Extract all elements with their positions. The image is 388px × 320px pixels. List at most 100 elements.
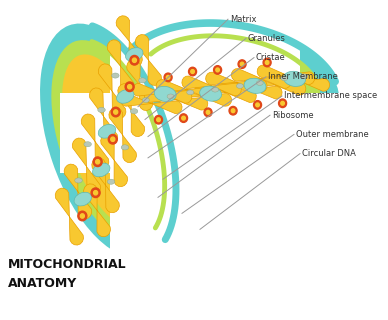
Ellipse shape — [98, 107, 105, 112]
Circle shape — [91, 188, 100, 197]
Polygon shape — [206, 72, 267, 92]
Polygon shape — [231, 68, 291, 88]
Polygon shape — [135, 35, 161, 85]
Ellipse shape — [116, 90, 134, 103]
Circle shape — [164, 73, 172, 82]
Polygon shape — [89, 88, 118, 145]
Text: Circular DNA: Circular DNA — [302, 149, 356, 158]
Circle shape — [180, 114, 187, 122]
Circle shape — [157, 118, 160, 122]
Polygon shape — [182, 76, 241, 96]
Text: Ribosome: Ribosome — [272, 111, 314, 120]
Polygon shape — [83, 184, 111, 237]
Ellipse shape — [84, 142, 92, 147]
Polygon shape — [113, 0, 228, 320]
Polygon shape — [126, 60, 153, 110]
Ellipse shape — [281, 76, 288, 81]
Ellipse shape — [139, 36, 320, 139]
Circle shape — [279, 99, 287, 108]
Ellipse shape — [130, 108, 138, 114]
Text: Inner Membrane: Inner Membrane — [268, 72, 338, 81]
Polygon shape — [121, 93, 182, 114]
Ellipse shape — [126, 48, 143, 61]
Circle shape — [154, 116, 163, 124]
Ellipse shape — [256, 81, 263, 85]
Polygon shape — [270, 71, 330, 91]
Ellipse shape — [167, 94, 174, 99]
Polygon shape — [81, 114, 109, 169]
Circle shape — [213, 66, 222, 74]
Polygon shape — [116, 16, 142, 67]
Ellipse shape — [51, 40, 165, 242]
Ellipse shape — [62, 54, 154, 227]
Ellipse shape — [301, 74, 308, 79]
Circle shape — [93, 157, 102, 166]
Circle shape — [182, 116, 185, 120]
Circle shape — [130, 55, 139, 65]
Circle shape — [204, 108, 212, 116]
Polygon shape — [118, 84, 145, 137]
Circle shape — [263, 58, 271, 67]
Circle shape — [229, 107, 237, 115]
Text: Intermembrane space: Intermembrane space — [284, 92, 377, 100]
Polygon shape — [64, 164, 92, 219]
Ellipse shape — [121, 145, 129, 150]
Text: Cristae: Cristae — [256, 53, 286, 62]
Circle shape — [253, 100, 262, 109]
Polygon shape — [144, 90, 208, 110]
Ellipse shape — [187, 90, 194, 95]
Circle shape — [95, 160, 100, 164]
Polygon shape — [60, 93, 388, 173]
Ellipse shape — [107, 179, 115, 184]
Ellipse shape — [98, 124, 116, 138]
Ellipse shape — [142, 98, 149, 102]
Circle shape — [111, 137, 115, 141]
Circle shape — [125, 82, 134, 92]
Polygon shape — [109, 108, 137, 163]
Polygon shape — [110, 0, 300, 320]
Text: Granules: Granules — [248, 34, 286, 43]
Ellipse shape — [139, 78, 146, 83]
Polygon shape — [170, 86, 232, 106]
Ellipse shape — [211, 87, 219, 92]
Circle shape — [189, 67, 197, 76]
Text: MITOCHONDRIAL: MITOCHONDRIAL — [8, 258, 126, 271]
Ellipse shape — [121, 23, 339, 152]
Circle shape — [114, 110, 118, 114]
Ellipse shape — [284, 71, 305, 86]
Polygon shape — [218, 78, 282, 99]
Circle shape — [132, 58, 137, 62]
Ellipse shape — [236, 84, 243, 88]
Polygon shape — [195, 82, 256, 102]
Polygon shape — [72, 138, 100, 195]
Ellipse shape — [40, 24, 176, 258]
Circle shape — [281, 101, 284, 105]
Text: Outer membrane: Outer membrane — [296, 130, 369, 139]
Polygon shape — [156, 80, 218, 100]
Polygon shape — [98, 64, 126, 119]
Ellipse shape — [154, 86, 176, 101]
Circle shape — [216, 68, 219, 72]
Text: ANATOMY: ANATOMY — [8, 277, 77, 290]
Circle shape — [94, 191, 98, 195]
Ellipse shape — [156, 45, 304, 130]
Ellipse shape — [74, 192, 92, 206]
Polygon shape — [107, 40, 134, 93]
Circle shape — [265, 60, 269, 64]
Circle shape — [231, 109, 235, 113]
Ellipse shape — [93, 163, 110, 177]
Circle shape — [238, 60, 246, 68]
Circle shape — [108, 134, 117, 144]
Polygon shape — [244, 75, 306, 95]
Ellipse shape — [75, 178, 82, 183]
Text: Matrix: Matrix — [230, 15, 256, 24]
Polygon shape — [100, 134, 128, 187]
Ellipse shape — [200, 86, 222, 101]
Circle shape — [80, 214, 84, 218]
Polygon shape — [92, 158, 120, 213]
Ellipse shape — [244, 78, 266, 93]
Polygon shape — [55, 188, 83, 245]
Circle shape — [166, 76, 170, 79]
Ellipse shape — [112, 73, 119, 78]
Polygon shape — [132, 84, 192, 103]
